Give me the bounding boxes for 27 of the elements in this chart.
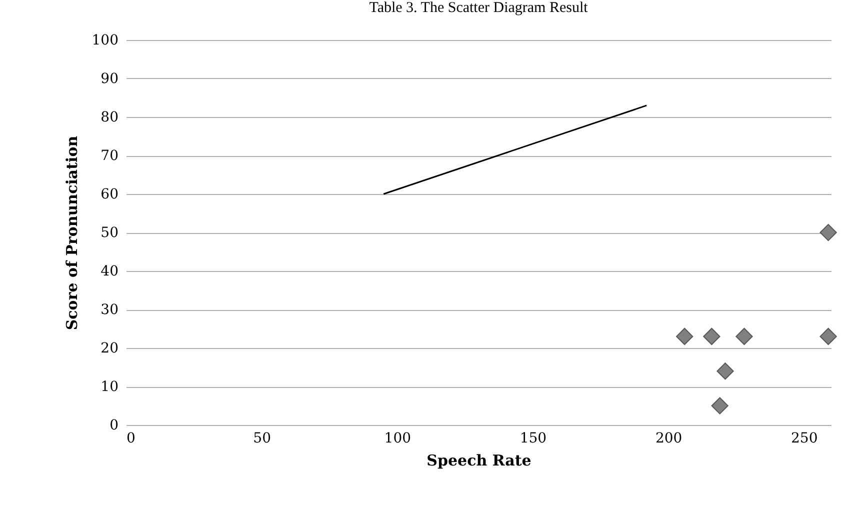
point bbox=[736, 328, 753, 346]
chart-title: Table 3. The Scatter Diagram Result bbox=[369, 0, 589, 16]
y-tick-label: 30 bbox=[100, 302, 118, 318]
y-axis-title: Score of Pronunciation bbox=[62, 136, 81, 330]
y-tick-label: 80 bbox=[100, 110, 118, 126]
point bbox=[820, 328, 837, 346]
y-tick-label: 60 bbox=[100, 186, 118, 202]
y-tick-label: 40 bbox=[100, 264, 118, 280]
y-tick-label: 20 bbox=[100, 340, 118, 356]
x-tick-label: 150 bbox=[520, 430, 547, 446]
y-tick-label: 50 bbox=[100, 225, 118, 241]
y-tick-label: 0 bbox=[110, 418, 118, 434]
x-axis-title: Speech Rate bbox=[426, 452, 532, 470]
y-tick-label: 100 bbox=[92, 32, 118, 48]
y-tick-label: 10 bbox=[100, 379, 118, 395]
point bbox=[703, 328, 720, 346]
x-tick-label: 250 bbox=[791, 430, 818, 446]
point bbox=[820, 224, 837, 242]
point bbox=[711, 397, 728, 414]
y-tick-label: 70 bbox=[100, 148, 118, 164]
x-tick-label: 0 bbox=[126, 430, 136, 446]
x-tick-label: 100 bbox=[384, 430, 412, 446]
point bbox=[716, 362, 734, 380]
point bbox=[676, 328, 694, 346]
x-tick-label: 200 bbox=[655, 430, 682, 446]
x-tick-label: 50 bbox=[253, 430, 271, 446]
y-tick-label: 90 bbox=[100, 71, 118, 87]
